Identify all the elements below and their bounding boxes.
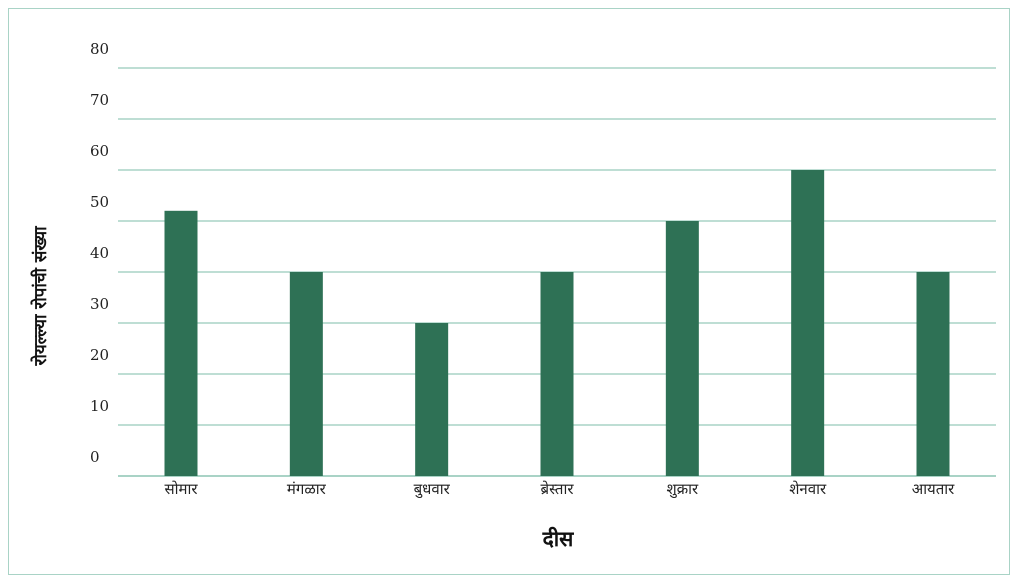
- y-tick-labels: 0 10 20 30 40 50 60 70 80: [90, 40, 109, 466]
- bar: [415, 323, 449, 476]
- y-tick-label: 20: [90, 346, 109, 364]
- bar: [540, 272, 574, 476]
- y-tick-label: 70: [90, 91, 109, 109]
- y-tick-label: 0: [90, 448, 100, 466]
- x-tick-label: बुधवार: [414, 480, 451, 499]
- y-tick-label: 40: [90, 244, 109, 262]
- x-tick-label: सोमार: [164, 480, 198, 498]
- x-tick-label: शेनवार: [789, 480, 827, 498]
- x-tick-label: शुक्रार: [666, 480, 699, 499]
- x-tick-label: आयतार: [912, 480, 955, 498]
- bar: [791, 170, 825, 476]
- bar: [916, 272, 950, 476]
- bars: [164, 170, 950, 477]
- chart-frame: [8, 8, 1010, 575]
- y-axis-title: रोयल्ल्या रोपांची संख्या: [30, 226, 51, 367]
- y-tick-label: 10: [90, 397, 109, 415]
- bar: [289, 272, 323, 476]
- x-tick-labels: सोमार मंगळार बुधवार ब्रेस्तार शुक्रार शेनवार आ…: [164, 480, 955, 499]
- grid-lines: [118, 67, 996, 477]
- bar: [164, 210, 198, 477]
- bar: [665, 221, 699, 476]
- x-tick-label: मंगळार: [287, 480, 327, 498]
- x-axis-title: दीस: [542, 526, 575, 551]
- y-tick-label: 50: [90, 193, 109, 211]
- y-tick-label: 30: [90, 295, 109, 313]
- y-tick-label: 60: [90, 142, 109, 160]
- y-tick-label: 80: [90, 40, 109, 58]
- x-tick-label: ब्रेस्तार: [541, 480, 575, 498]
